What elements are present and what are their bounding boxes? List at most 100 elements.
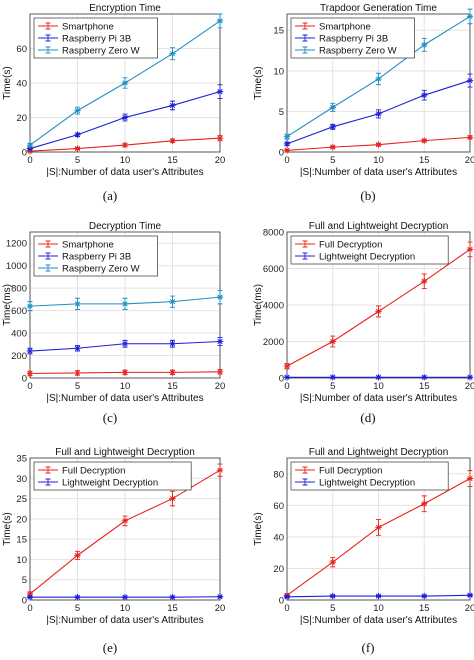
data-point bbox=[169, 593, 176, 601]
data-point bbox=[466, 13, 474, 20]
figure-caption: (d) bbox=[360, 410, 375, 425]
data-point bbox=[169, 50, 176, 57]
x-tick-label: 5 bbox=[330, 381, 335, 392]
legend-marker bbox=[45, 22, 51, 30]
legend-label: Smartphone bbox=[62, 240, 114, 251]
y-tick-label: 60 bbox=[16, 44, 27, 55]
x-tick-label: 5 bbox=[330, 603, 335, 614]
series-0 bbox=[26, 368, 224, 377]
data-point bbox=[26, 141, 34, 149]
data-point bbox=[466, 134, 474, 141]
x-tick-label: 15 bbox=[419, 603, 430, 614]
y-tick-label: 0 bbox=[279, 374, 284, 385]
x-axis-label: |S|:Number of data user's Attributes bbox=[46, 167, 203, 178]
data-point bbox=[375, 592, 382, 600]
x-tick-label: 5 bbox=[75, 381, 80, 392]
data-point bbox=[375, 374, 382, 381]
x-tick-label: 10 bbox=[373, 603, 384, 614]
series-0 bbox=[283, 134, 474, 154]
y-tick-label: 20 bbox=[273, 564, 284, 575]
data-point bbox=[216, 368, 224, 376]
chart-panel-c: 0 5 10 15 20020040060080010001200Decryption … bbox=[2, 221, 225, 425]
y-tick-label: 25 bbox=[16, 494, 27, 505]
series-1 bbox=[26, 337, 224, 355]
data-point bbox=[74, 131, 81, 138]
data-point bbox=[375, 75, 382, 83]
data-point bbox=[329, 123, 336, 131]
data-point bbox=[466, 246, 474, 253]
x-tick-label: 10 bbox=[120, 381, 131, 392]
x-tick-label: 10 bbox=[373, 155, 384, 166]
series-1 bbox=[283, 592, 474, 601]
legend-label: Full Decryption bbox=[319, 240, 382, 251]
data-point bbox=[283, 374, 291, 381]
data-point bbox=[169, 298, 176, 305]
y-tick-label: 40 bbox=[16, 79, 27, 90]
legend-marker bbox=[302, 240, 308, 248]
data-point bbox=[216, 88, 224, 95]
y-tick-label: 2000 bbox=[263, 337, 284, 348]
x-tick-label: 15 bbox=[167, 155, 178, 166]
data-point bbox=[169, 102, 176, 109]
y-tick-label: 20 bbox=[16, 113, 27, 124]
series-1 bbox=[283, 73, 474, 148]
data-point bbox=[216, 466, 224, 474]
data-point bbox=[375, 110, 382, 118]
series-1 bbox=[26, 593, 224, 601]
y-tick-label: 5 bbox=[279, 107, 284, 118]
x-tick-label: 5 bbox=[330, 155, 335, 166]
data-point bbox=[283, 133, 291, 140]
y-tick-label: 30 bbox=[16, 474, 27, 485]
x-tick-label: 10 bbox=[120, 603, 131, 614]
data-point bbox=[121, 340, 129, 347]
legend-label: Lightweight Decryption bbox=[62, 478, 158, 489]
legend-marker bbox=[45, 264, 51, 272]
y-tick-label: 600 bbox=[11, 306, 27, 317]
y-tick-label: 800 bbox=[11, 284, 27, 295]
series-2 bbox=[26, 13, 224, 149]
series-2 bbox=[283, 8, 474, 140]
data-point bbox=[329, 592, 336, 600]
x-tick-label: 20 bbox=[215, 155, 226, 166]
data-point bbox=[121, 79, 129, 87]
data-point bbox=[283, 362, 291, 370]
y-tick-label: 15 bbox=[273, 26, 284, 37]
x-tick-label: 15 bbox=[419, 155, 430, 166]
series-0 bbox=[283, 241, 474, 370]
chart-title: Full and Lightweight Decryption bbox=[309, 221, 449, 232]
x-axis-label: |S|:Number of data user's Attributes bbox=[300, 393, 457, 404]
data-point bbox=[329, 338, 336, 345]
chart-panel-a: 0 5 10 15 20 0 20 40 60 Encryption Time |S|:Number… bbox=[2, 3, 225, 203]
y-tick-label: 4000 bbox=[263, 301, 284, 312]
data-point bbox=[375, 308, 382, 315]
data-point bbox=[329, 143, 336, 151]
legend-box bbox=[290, 235, 449, 265]
chart-title: Trapdoor Generation Time bbox=[320, 3, 437, 14]
data-point bbox=[421, 91, 428, 99]
chart-panel-e: 0 5 10 15 20 0 5 10 15 20 25 30 35 Full and Lightweig… bbox=[2, 447, 225, 655]
data-point bbox=[283, 593, 291, 601]
legend-label: Raspberry Pi 3B bbox=[62, 252, 131, 263]
data-point bbox=[216, 338, 224, 345]
x-tick-label: 0 bbox=[27, 381, 32, 392]
chart-panel-f: 0 5 10 15 20 0 20 40 60 80 Full and Lightweight De… bbox=[253, 447, 474, 655]
y-tick-label: 8000 bbox=[263, 228, 284, 239]
data-point bbox=[74, 593, 81, 601]
data-point bbox=[421, 278, 428, 285]
legend-marker bbox=[302, 34, 308, 42]
data-point bbox=[216, 17, 224, 25]
y-axis-label: Time(s) bbox=[2, 512, 13, 546]
x-tick-label: 15 bbox=[167, 381, 178, 392]
data-point bbox=[26, 302, 34, 310]
x-tick-label: 5 bbox=[75, 603, 80, 614]
legend-marker bbox=[302, 46, 308, 54]
legend-marker bbox=[45, 252, 51, 260]
data-point bbox=[466, 374, 474, 381]
data-point bbox=[216, 135, 224, 142]
x-tick-label: 15 bbox=[419, 381, 430, 392]
series-1 bbox=[283, 374, 474, 381]
legend-marker bbox=[302, 466, 308, 474]
